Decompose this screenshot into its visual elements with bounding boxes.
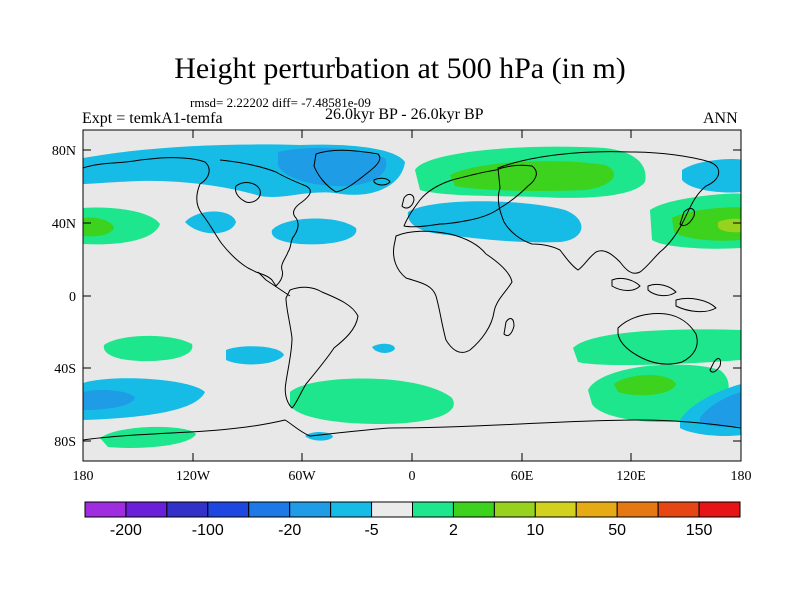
lon-label-180e: 180 xyxy=(731,469,752,484)
season-label: ANN xyxy=(703,110,738,127)
lon-label-180w: 180 xyxy=(73,469,94,484)
experiment-label: Expt = temkA1-temfa xyxy=(82,110,223,127)
colorbar-label: -20 xyxy=(278,522,301,539)
lon-label-0: 0 xyxy=(409,469,416,484)
anomaly-pos-south-atlantic xyxy=(290,378,454,424)
coastlines xyxy=(83,149,741,441)
coast-madagascar xyxy=(503,318,515,337)
period-label: 26.0kyr BP - 26.0kyr BP xyxy=(325,106,484,123)
coast-new-zealand xyxy=(709,358,721,373)
anomaly-pos-east-pacific-core xyxy=(83,217,114,237)
lon-label-120e: 120E xyxy=(616,469,646,484)
anomaly-pos-south-pacific xyxy=(103,335,193,362)
coast-japan xyxy=(679,208,695,227)
lat-label-40s: 40S xyxy=(54,362,76,377)
colorbar-swatch xyxy=(371,501,413,518)
coast-north-america xyxy=(83,157,311,287)
coast-central-america xyxy=(257,271,291,297)
colorbar-swatch xyxy=(452,501,495,518)
colorbar-swatch xyxy=(166,501,209,518)
colorbar-swatch xyxy=(84,501,127,518)
contour-fields xyxy=(83,144,741,448)
colorbar-label: -5 xyxy=(364,522,378,539)
anomaly-neg-eurasia xyxy=(407,201,582,243)
coast-hudson-bay xyxy=(235,182,261,203)
anomaly-neg-greenland-core xyxy=(278,147,387,187)
colorbar-swatch xyxy=(657,501,700,518)
coast-south-america xyxy=(284,286,359,409)
coast-iceland xyxy=(373,177,391,186)
lon-label-60w: 60W xyxy=(288,469,316,484)
map-title: Height perturbation at 500 hPa (in m) xyxy=(174,52,626,85)
colorbar-label: 2 xyxy=(449,522,458,539)
anomaly-neg-pacific-north xyxy=(185,211,236,234)
colorbar-label: -200 xyxy=(110,522,142,539)
colorbar-label: 10 xyxy=(526,522,544,539)
coast-antarctica xyxy=(83,419,741,441)
lon-label-120w: 120W xyxy=(176,469,211,484)
colorbar-swatch xyxy=(248,501,291,518)
anomaly-neg-south-atlantic-small xyxy=(372,343,395,353)
coast-europe xyxy=(403,164,537,228)
anomaly-neg-northwest-pacific xyxy=(682,159,741,193)
lon-tick-marks xyxy=(192,130,632,461)
anomaly-neg-south-pacific-west-core xyxy=(83,390,135,410)
lat-label-40n: 40N xyxy=(52,217,76,232)
colorbar-swatch xyxy=(616,501,659,518)
anomaly-neg-south-east-pacific xyxy=(226,346,284,365)
coast-africa xyxy=(393,230,513,353)
anomaly-neg-antarctic-pacific-core xyxy=(700,392,741,427)
coast-british-isles xyxy=(401,193,415,209)
colorbar-swatch xyxy=(534,501,577,518)
lat-label-80s: 80S xyxy=(54,435,76,450)
colorbar-swatch xyxy=(412,501,454,518)
colorbar-label: 150 xyxy=(686,522,713,539)
coast-southeast-asia-islands xyxy=(611,277,717,313)
anomaly-neg-south-pacific-west xyxy=(83,378,205,420)
lat-tick-marks xyxy=(83,149,741,442)
lat-label-0: 0 xyxy=(69,290,76,305)
colorbar-swatch xyxy=(493,501,536,518)
colorbar-swatch xyxy=(698,501,741,518)
colorbar-swatch xyxy=(575,501,618,518)
lon-label-60e: 60E xyxy=(511,469,534,484)
anomaly-pos-south-indian-core xyxy=(614,375,676,396)
anomaly-pos-antarctic-west xyxy=(100,426,196,448)
stats-text: rmsd= 2.22202 diff= -7.48581e-09 xyxy=(190,95,371,110)
colorbar: -200 -100 -20 -5 2 10 50 150 xyxy=(84,501,741,539)
colorbar-label: 50 xyxy=(608,522,626,539)
colorbar-swatch xyxy=(207,501,250,518)
coast-greenland xyxy=(313,149,381,193)
colorbar-swatch xyxy=(289,501,332,518)
anomaly-pos-west-pacific-core xyxy=(672,207,741,241)
coast-australia xyxy=(617,313,698,365)
anomaly-pos-south-indian-east xyxy=(573,329,741,366)
colorbar-label: -100 xyxy=(192,522,224,539)
lat-label-80n: 80N xyxy=(52,144,76,159)
coast-asia xyxy=(497,151,720,274)
anomaly-pos-siberia-core xyxy=(450,161,615,191)
colorbar-swatch xyxy=(125,501,168,518)
anomaly-pos-west-pacific-peak xyxy=(718,218,741,233)
colorbar-swatch xyxy=(330,501,373,518)
